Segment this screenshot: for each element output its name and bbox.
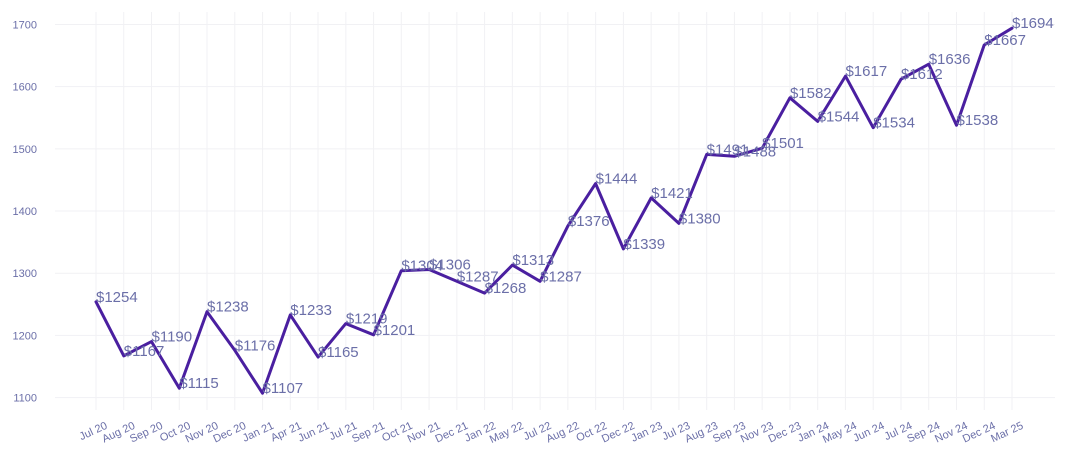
series-layer	[94, 26, 1014, 395]
data-label: $1107	[263, 380, 304, 397]
y-tick-label: 1200	[13, 330, 37, 342]
data-label: $1167	[124, 343, 165, 360]
y-tick-label: 1400	[13, 206, 37, 218]
data-label: $1444	[596, 171, 638, 188]
data-label: $1190	[152, 329, 193, 346]
data-label: $1582	[790, 85, 832, 102]
y-tick-label: 1600	[13, 82, 37, 94]
y-tick-label: 1300	[13, 268, 37, 280]
x-tick-label: Jun 24	[851, 420, 886, 445]
data-label: $1219	[346, 311, 388, 328]
data-label: $1201	[374, 322, 416, 339]
data-label: $1304	[401, 258, 443, 275]
data-label: $1617	[845, 63, 887, 80]
data-labels: $1254 $1167$1190 $1115 $1238 $1176 $1107 $1233…	[96, 15, 1054, 397]
data-label: $1287	[457, 268, 499, 285]
data-label: $1667	[984, 32, 1026, 49]
series-line	[94, 26, 1014, 395]
data-label: $1694	[1012, 15, 1054, 32]
data-label: $1488	[734, 143, 776, 160]
data-label: $1538	[956, 112, 998, 129]
y-axis: 1100 1200 1300 1400 1500 1600 1700	[13, 19, 37, 404]
y-tick-label: 1700	[13, 19, 37, 31]
data-label: $1636	[929, 51, 971, 68]
data-label: $1176	[235, 337, 276, 354]
gridlines	[55, 12, 1055, 410]
data-label: $1376	[568, 213, 610, 230]
data-label: $1287	[540, 268, 582, 285]
data-label: $1380	[679, 210, 721, 227]
data-label: $1233	[290, 302, 332, 319]
data-label: $1238	[207, 299, 249, 316]
data-label: $1544	[818, 108, 860, 125]
data-label: $1534	[873, 115, 915, 132]
data-label: $1254	[96, 289, 138, 306]
data-label: $1115	[179, 375, 219, 392]
data-label: $1612	[901, 66, 943, 83]
data-label: $1313	[512, 252, 554, 269]
data-label: $1491	[707, 141, 749, 158]
data-label: $1339	[623, 236, 665, 253]
data-label: $1268	[485, 280, 527, 297]
x-tick-label: Mar 25	[989, 420, 1025, 445]
y-tick-label: 1500	[13, 144, 37, 156]
x-tick-label: Jun 21	[296, 420, 331, 445]
data-label: $1306	[429, 256, 471, 273]
data-label: $1421	[651, 185, 693, 202]
x-tick-label: Jan 23	[629, 420, 664, 445]
data-label: $1165	[318, 344, 359, 361]
data-label: $1501	[762, 135, 804, 152]
y-tick-label: 1100	[13, 393, 37, 405]
